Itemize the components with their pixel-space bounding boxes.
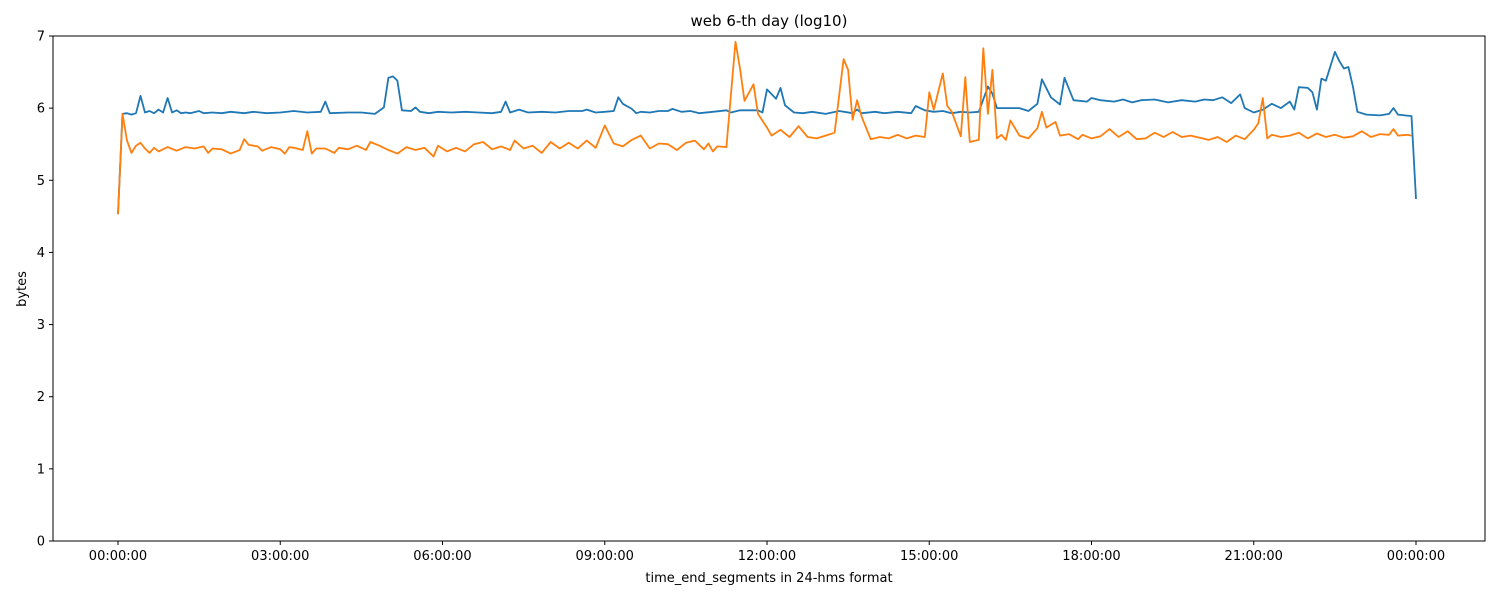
y-tick-label: 6 <box>37 102 45 117</box>
y-tick-label: 1 <box>37 462 45 477</box>
axes-layer: 0 1 2 3 4 5 6 7 00:00:00 03:00:00 06:00:00 09:00:00… <box>37 30 1486 564</box>
series-line-1 <box>117 51 1417 215</box>
series-layer <box>117 40 1417 215</box>
x-tick-label: 00:00:00 <box>1387 549 1445 564</box>
series-line-2 <box>117 40 1412 215</box>
x-tick-label: 06:00:00 <box>413 549 471 564</box>
x-axis-label: time_end_segments in 24-hms format <box>645 571 892 586</box>
chart-title: web 6-th day (log10) <box>691 12 848 30</box>
x-tick-label: 15:00:00 <box>900 549 958 564</box>
y-tick-label: 0 <box>37 535 45 550</box>
x-tick-label: 00:00:00 <box>89 549 147 564</box>
y-tick-label: 4 <box>37 246 45 261</box>
y-axis-label: bytes <box>15 271 30 307</box>
x-tick-label: 09:00:00 <box>576 549 634 564</box>
plot-frame <box>52 35 1486 542</box>
x-tick-label: 21:00:00 <box>1225 549 1283 564</box>
y-tick-label: 7 <box>37 30 45 45</box>
x-tick-label: 18:00:00 <box>1062 549 1120 564</box>
y-tick-label: 3 <box>37 318 45 333</box>
y-tick-label: 2 <box>37 390 45 405</box>
x-tick-label: 12:00:00 <box>738 549 796 564</box>
x-tick-label: 03:00:00 <box>251 549 309 564</box>
y-tick-label: 5 <box>37 174 45 189</box>
